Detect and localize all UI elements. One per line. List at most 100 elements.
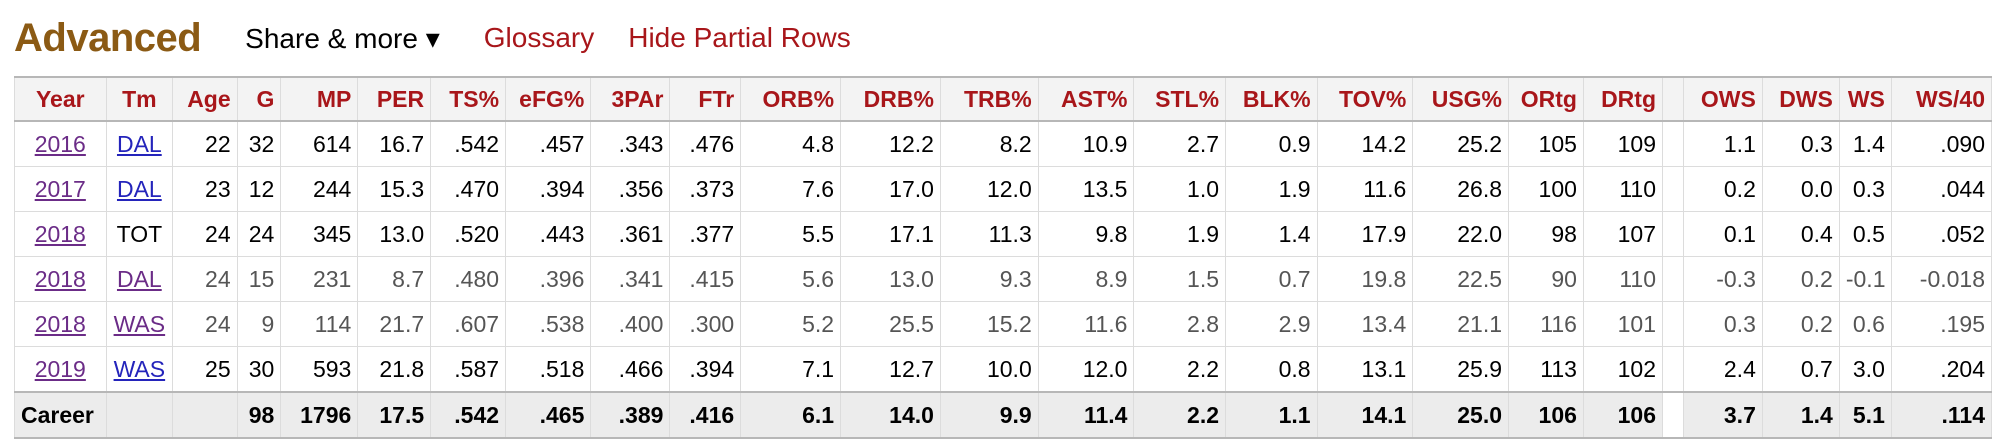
stat-cell-orb: 4.8 (740, 120, 842, 167)
stat-cell-trb: 9.3 (939, 256, 1039, 302)
stat-cell-age: 22 (172, 120, 238, 167)
stat-cell-tpar: .341 (590, 256, 671, 302)
col-header-tov-pct[interactable]: TOV% (1316, 76, 1414, 122)
stat-cell-ows: -0.3 (1682, 256, 1763, 302)
career-blk-pct: 1.1 (1225, 391, 1318, 439)
stat-cell-ows: 0.3 (1682, 301, 1763, 347)
stat-cell-efg: .396 (505, 256, 592, 302)
stat-cell-drb: 17.1 (840, 211, 941, 257)
year-link[interactable]: 2018 (34, 220, 86, 247)
stat-cell-ts: .542 (430, 120, 507, 167)
col-header-stl-pct[interactable]: STL% (1133, 76, 1227, 122)
stat-cell-age: 25 (172, 346, 238, 393)
col-header-trb-pct[interactable]: TRB% (939, 76, 1039, 122)
table-row: 2018 WAS 24 9 114 21.7.607.538.400.300 5.2 25.5… (14, 301, 1993, 347)
col-header-blk-pct[interactable]: BLK% (1225, 76, 1318, 122)
stat-cell-per: 21.8 (357, 346, 432, 393)
stat-cell-usg: 25.2 (1412, 120, 1510, 167)
year-link[interactable]: 2018 (34, 265, 86, 292)
hide-partial-rows-link[interactable]: Hide Partial Rows (628, 22, 851, 53)
career-usg-pct: 25.0 (1412, 391, 1510, 439)
stat-cell-orb: 5.6 (740, 256, 842, 302)
col-header-ws[interactable]: WS (1838, 76, 1892, 122)
stat-cell-age: 23 (172, 166, 238, 212)
col-header-ftr[interactable]: FTr (669, 76, 742, 122)
team-link[interactable]: DAL (116, 175, 162, 202)
col-header-ows[interactable]: OWS (1682, 76, 1763, 122)
career-cell-empty (105, 391, 174, 439)
col-header-3par[interactable]: 3PAr (590, 76, 671, 122)
stat-cell-ftr: .300 (669, 301, 742, 347)
team-cell: DAL (105, 256, 174, 302)
col-header-age[interactable]: Age (172, 76, 238, 122)
col-header-per[interactable]: PER (357, 76, 432, 122)
career-dws: 1.4 (1761, 391, 1840, 439)
career-label: Career (14, 391, 107, 439)
col-header-tm[interactable]: Tm (105, 76, 174, 122)
col-header-ast-pct[interactable]: AST% (1037, 76, 1135, 122)
stat-cell-tpar: .400 (590, 301, 671, 347)
table-row: 2018 TOT 24 24 345 13.0.520.443.361.377 5.5 17.… (14, 211, 1993, 257)
col-header-year[interactable]: Year (14, 76, 107, 122)
stat-cell-ws40: .052 (1890, 211, 1993, 257)
stat-cell-ts: .607 (430, 301, 507, 347)
stat-cell-ast: 12.0 (1037, 346, 1135, 393)
col-header-drb-pct[interactable]: DRB% (840, 76, 941, 122)
career-per: 17.5 (357, 391, 432, 439)
stat-cell-ws: 3.0 (1838, 346, 1892, 393)
career-ortg: 106 (1508, 391, 1584, 439)
stat-cell-mp: 593 (280, 346, 359, 393)
share-more-menu[interactable]: Share & more ▾ (245, 22, 440, 54)
career-ts-pct: .542 (430, 391, 507, 439)
year-cell: 2018 (14, 256, 107, 302)
stat-cell-stl: 1.5 (1133, 256, 1227, 302)
col-header-dws[interactable]: DWS (1761, 76, 1840, 122)
col-header-g[interactable]: G (236, 76, 282, 122)
stat-cell-ws40: -0.018 (1890, 256, 1993, 302)
year-link[interactable]: 2018 (34, 310, 86, 337)
stat-cell-drtg: 102 (1582, 346, 1664, 393)
stat-cell-per: 21.7 (357, 301, 432, 347)
team-link[interactable]: WAS (113, 310, 166, 337)
stat-cell-ts: .587 (430, 346, 507, 393)
stat-cell-blk: 1.9 (1225, 166, 1318, 212)
stat-cell-age: 24 (172, 256, 238, 302)
stat-cell-ftr: .476 (669, 120, 742, 167)
stat-cell-per: 16.7 (357, 120, 432, 167)
career-orb-pct: 6.1 (740, 391, 842, 439)
stat-cell-tov: 13.4 (1316, 301, 1414, 347)
team-link[interactable]: WAS (113, 355, 166, 382)
table-body: 2016 DAL 22 32 614 16.7.542.457.343.476 4.8 12.… (14, 120, 1993, 393)
col-header-drtg[interactable]: DRtg (1582, 76, 1664, 122)
career-ast-pct: 11.4 (1037, 391, 1135, 439)
stat-cell-stl: 1.0 (1133, 166, 1227, 212)
year-link[interactable]: 2017 (34, 175, 86, 202)
col-header-ws40[interactable]: WS/40 (1890, 76, 1993, 122)
year-link[interactable]: 2019 (34, 355, 86, 382)
stat-cell-ftr: .415 (669, 256, 742, 302)
team-cell: DAL (105, 166, 174, 212)
section-header: Advanced Share & more ▾ Glossary Hide Pa… (14, 8, 885, 68)
stat-cell-g: 32 (236, 120, 282, 167)
stat-cell-drb: 25.5 (840, 301, 941, 347)
advanced-stats-table-wrapper: Year Tm Age G MP PER TS% eFG% 3PAr FTr O… (14, 76, 1993, 439)
col-header-mp[interactable]: MP (280, 76, 359, 122)
col-header-orb-pct[interactable]: ORB% (740, 76, 842, 122)
col-header-ts-pct[interactable]: TS% (430, 76, 507, 122)
stat-cell-tov: 13.1 (1316, 346, 1414, 393)
team-cell: WAS (105, 346, 174, 393)
col-header-usg-pct[interactable]: USG% (1412, 76, 1510, 122)
stat-cell-ws40: .204 (1890, 346, 1993, 393)
career-stl-pct: 2.2 (1133, 391, 1227, 439)
year-link[interactable]: 2016 (34, 130, 86, 157)
col-header-efg-pct[interactable]: eFG% (505, 76, 592, 122)
stat-cell-ows: 2.4 (1682, 346, 1763, 393)
glossary-link[interactable]: Glossary (483, 22, 595, 53)
career-ws40: .114 (1890, 391, 1993, 439)
col-header-ortg[interactable]: ORtg (1508, 76, 1584, 122)
team-link[interactable]: DAL (116, 130, 162, 157)
stat-cell-tov: 11.6 (1316, 166, 1414, 212)
stat-cell-ortg: 100 (1508, 166, 1584, 212)
team-link[interactable]: DAL (116, 265, 162, 292)
stat-cell-per: 8.7 (357, 256, 432, 302)
